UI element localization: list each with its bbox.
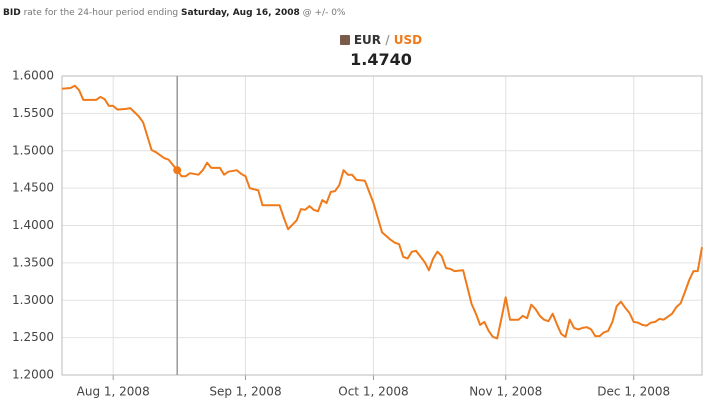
x-tick-label: Sep 1, 2008 bbox=[209, 385, 281, 399]
y-tick-label: 1.5000 bbox=[12, 143, 54, 157]
x-tick-label: Nov 1, 2008 bbox=[469, 385, 542, 399]
y-tick-label: 1.2500 bbox=[12, 330, 54, 344]
plot-border bbox=[61, 75, 703, 376]
spread: @ +/- 0% bbox=[302, 8, 346, 18]
y-tick-label: 1.4000 bbox=[12, 218, 54, 232]
header: BID rate for the 24-hour period ending S… bbox=[3, 8, 345, 18]
bid-label: BID bbox=[3, 8, 21, 18]
quote-currency: USD bbox=[393, 33, 423, 47]
rate-date: Saturday, Aug 16, 2008 bbox=[181, 8, 300, 18]
separator: / bbox=[385, 33, 390, 47]
y-tick-label: 1.3500 bbox=[12, 255, 54, 269]
x-tick-label: Dec 1, 2008 bbox=[597, 385, 670, 399]
checkbox[interactable] bbox=[339, 35, 350, 45]
x-tick-label: Aug 1, 2008 bbox=[77, 385, 150, 399]
y-tick-label: 1.6000 bbox=[12, 69, 54, 83]
rate-text: rate for the 24-hour period ending bbox=[23, 8, 179, 18]
y-tick-label: 1.5500 bbox=[12, 106, 54, 120]
cursor-marker bbox=[173, 166, 182, 175]
base-currency: EUR bbox=[353, 33, 382, 47]
y-tick-label: 1.3000 bbox=[12, 293, 54, 307]
legend: EUR / USD bbox=[0, 33, 714, 47]
y-tick-label: 1.2000 bbox=[12, 368, 54, 382]
current-value: 1.4740 bbox=[350, 50, 412, 69]
y-tick-label: 1.4500 bbox=[12, 181, 54, 195]
x-tick-label: Oct 1, 2008 bbox=[338, 385, 408, 399]
series-line bbox=[61, 84, 703, 340]
